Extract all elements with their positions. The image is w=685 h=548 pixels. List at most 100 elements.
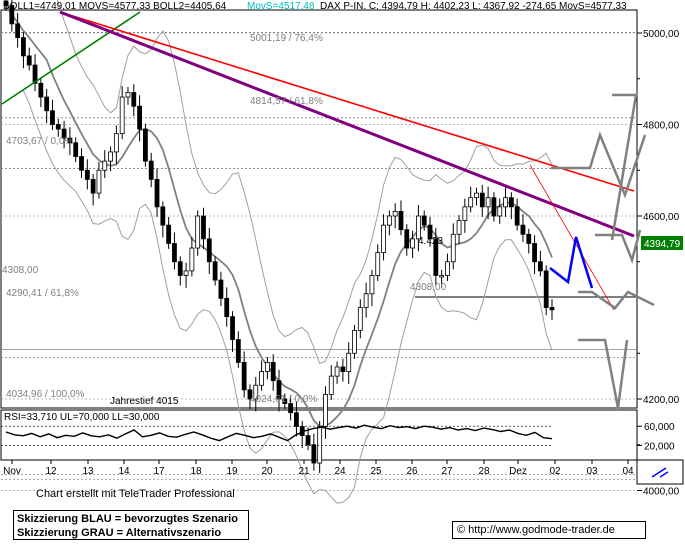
label-fib-764: 5001,19 / 76,4% — [250, 33, 323, 44]
rsi-header: RSI=33,710 UL=70,000 LL=30,000 — [4, 412, 160, 423]
candle-body — [201, 215, 206, 240]
trendline-purple — [59, 10, 635, 238]
label-4423: 4.423 — [418, 236, 443, 247]
y-tick-label-0: 5000,00 — [643, 29, 680, 40]
candle-body — [44, 96, 50, 112]
candle-body — [543, 270, 549, 308]
candle-body — [526, 233, 532, 244]
candle-body — [282, 398, 288, 404]
legend-gray: Skizzierung GRAU = Alternativszenario — [17, 527, 222, 539]
scenario-gray-low — [578, 338, 629, 409]
label-4308-mid: 4308,00 — [410, 282, 447, 293]
candle-body — [340, 366, 346, 372]
x-tick-label-4: 17 — [153, 466, 165, 477]
header-boll: BOLL1=4749,01 MOVS=4577,33 BOLL2=4405,64 — [3, 1, 227, 12]
candle-body — [479, 192, 485, 208]
candle-body — [189, 247, 195, 272]
copyright-icon: © — [457, 524, 466, 536]
candle-body — [404, 229, 410, 249]
x-tick-label-7: 20 — [261, 466, 273, 477]
candle-body — [328, 375, 334, 395]
candle-body — [108, 151, 113, 162]
candle-body — [352, 329, 357, 354]
candle-body — [96, 169, 102, 194]
candle-body — [195, 215, 201, 249]
right-price-axis: 5000,00 4800,00 4600,00 4200,00 4000,00 — [637, 29, 680, 498]
candle-body — [276, 380, 282, 400]
candle-body — [102, 160, 108, 171]
time-axis: Nov 12 13 14 17 18 19 20 21 24 25 26 27 28 Dez 02 03 04 — [3, 460, 634, 477]
label-470367: 4703,67 / 0,0% — [6, 136, 73, 147]
price-flag — [641, 236, 683, 250]
candle-body — [143, 128, 148, 162]
chart-corner-icon — [651, 467, 669, 478]
rsi-level-label-0: 60,000 — [644, 422, 675, 433]
candle-body — [212, 261, 218, 281]
candle-body — [131, 92, 137, 107]
candle-body — [125, 92, 131, 98]
source-url[interactable]: http://www.godmode-trader.de — [468, 524, 615, 536]
candle-body — [3, 0, 9, 6]
x-tick-label-13: 28 — [478, 466, 490, 477]
candle-body — [450, 233, 456, 263]
trendline-red-thin — [529, 164, 615, 311]
candlestick-series — [3, 0, 555, 474]
candle-body — [508, 197, 514, 208]
candle-body — [73, 142, 79, 157]
candle-body — [166, 224, 172, 244]
x-tick-label-14: Dez — [509, 466, 527, 477]
candle-body — [537, 261, 543, 272]
candle-body — [363, 293, 369, 308]
rsi-indicator: 60,000 20,000 — [1, 422, 675, 452]
x-tick-label-11: 26 — [406, 466, 418, 477]
candle-body — [549, 307, 555, 311]
candle-body — [235, 339, 241, 363]
x-tick-label-8: 21 — [298, 466, 310, 477]
candle-body — [172, 243, 177, 263]
candle-body — [160, 206, 166, 226]
candle-body — [369, 275, 375, 295]
candle-body — [317, 426, 323, 464]
candle-body — [230, 316, 235, 340]
candle-body — [148, 160, 154, 180]
candle-body — [514, 206, 520, 226]
scenario-sketches — [549, 93, 655, 409]
y-tick-label-2: 4600,00 — [643, 212, 680, 223]
candle-body — [119, 96, 125, 135]
candle-body — [264, 361, 270, 372]
candle-body — [38, 82, 44, 98]
candle-body — [532, 243, 537, 263]
candle-body — [241, 361, 247, 391]
candle-body — [224, 297, 230, 318]
scenario-gray-lower — [578, 290, 655, 310]
candle-body — [55, 124, 61, 130]
bollinger-upper — [56, 0, 553, 365]
candle-body — [433, 238, 439, 276]
candle-body — [520, 224, 526, 235]
candle-body — [247, 389, 253, 400]
x-tick-label-9: 24 — [334, 466, 346, 477]
candle-body — [334, 366, 340, 377]
candle-body — [288, 403, 294, 414]
x-tick-label-3: 14 — [118, 466, 130, 477]
header-movs: MovS=4517,48 — [247, 1, 315, 12]
candle-body — [206, 238, 212, 263]
candle-body — [154, 178, 160, 208]
source-url-box[interactable]: © http://www.godmode-trader.de — [452, 521, 646, 539]
candle-body — [26, 55, 32, 66]
trendline-red — [59, 11, 635, 192]
candle-body — [32, 64, 38, 84]
scenario-gray-upper — [551, 131, 647, 199]
candle-body — [503, 197, 508, 208]
label-jahrestief: Jahrestief 4015 — [110, 396, 179, 407]
candle-body — [474, 192, 479, 199]
candle-body — [468, 197, 474, 208]
candle-body — [294, 412, 299, 427]
x-tick-label-17: 04 — [622, 466, 634, 477]
x-tick-label-10: 25 — [370, 466, 382, 477]
candle-body — [9, 5, 15, 25]
label-fib-618-lower: 4290,41 / 61,8% — [6, 288, 79, 299]
candle-body — [137, 105, 142, 130]
rsi-line — [5, 424, 553, 442]
